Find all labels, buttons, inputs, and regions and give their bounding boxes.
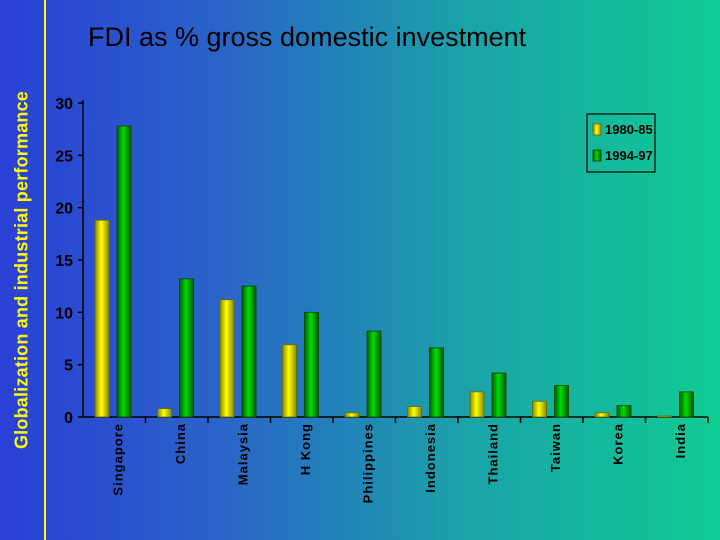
bar-1994-97-taiwan (554, 385, 569, 418)
x-tick-label: China (173, 423, 188, 464)
x-tick-label: Thailand (485, 423, 500, 484)
y-tick-label: 10 (55, 305, 73, 322)
bar-1994-97-china (179, 278, 194, 418)
legend-label: 1980-85 (605, 122, 653, 137)
legend-swatch (592, 123, 602, 136)
x-tick-label: Singapore (110, 423, 125, 496)
y-tick-label: 5 (64, 358, 73, 375)
bar-1980-85-h-kong (282, 344, 297, 418)
bar-1994-97-india (679, 391, 694, 418)
bar-1994-97-indonesia (429, 347, 444, 418)
x-tick-label: H Kong (298, 423, 313, 475)
bar-1994-97-philippines (366, 330, 382, 418)
chart-legend: 1980-85 1994-97 (586, 113, 656, 173)
legend-box (586, 113, 656, 173)
x-tick-label: Taiwan (548, 423, 563, 472)
bar-1980-85-taiwan (532, 400, 547, 418)
y-tick-label: 15 (55, 253, 73, 270)
x-tick-label: India (673, 423, 688, 458)
y-tick-label: 0 (64, 410, 73, 427)
legend-swatch (592, 149, 602, 162)
bar-1994-97-malaysia (241, 285, 257, 418)
x-axis-labels: Singapore China Malaysia H Kong Philippines I… (110, 423, 688, 503)
bar-1980-85-singapore (94, 219, 110, 418)
slide-title: FDI as % gross domestic investment (88, 22, 527, 52)
x-tick-label: Korea (610, 423, 625, 465)
x-tick-label: Malaysia (235, 423, 250, 485)
bar-1980-85-china (157, 408, 172, 418)
bar-1994-97-korea (616, 405, 632, 418)
bar-1980-85-korea (594, 412, 610, 418)
bar-1994-97-singapore (116, 125, 132, 418)
bar-1980-85-malaysia (219, 299, 235, 418)
legend-label: 1994-97 (605, 148, 653, 163)
bar-1980-85-philippines (344, 412, 360, 418)
side-divider (44, 0, 46, 540)
x-tick-label: Philippines (360, 423, 375, 503)
y-tick-label: 25 (55, 148, 73, 165)
bar-1994-97-h-kong (304, 311, 319, 418)
y-tick-label: 30 (55, 96, 73, 113)
chart-bars (94, 125, 694, 418)
bar-1980-85-thailand (469, 391, 485, 418)
chart-axes: 0 5 10 15 20 25 30 (55, 96, 709, 427)
x-tick-label: Indonesia (423, 423, 438, 493)
bar-1980-85-indonesia (407, 406, 422, 418)
bar-1994-97-thailand (491, 372, 507, 418)
bar-1980-85-india (657, 415, 672, 418)
y-tick-label: 20 (55, 201, 73, 218)
